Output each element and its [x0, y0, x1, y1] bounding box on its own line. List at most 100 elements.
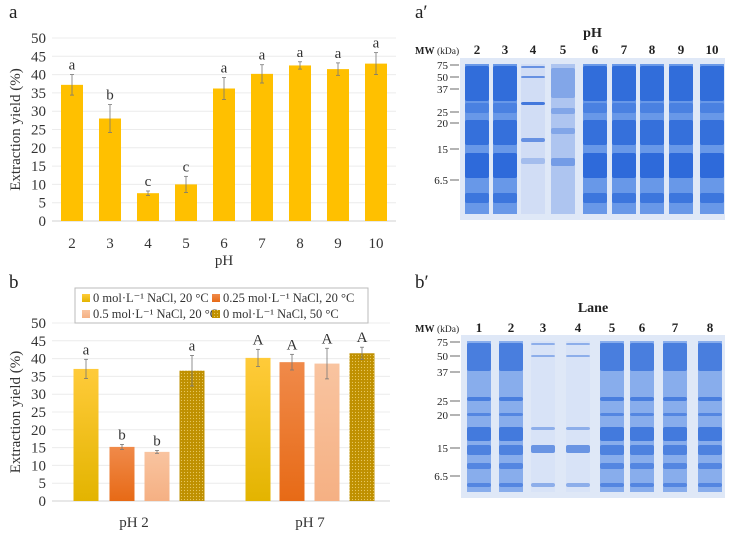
x-tick-label: 5	[182, 236, 190, 252]
lane-label: 4	[575, 320, 582, 335]
significance-letter: a	[189, 338, 196, 354]
y-tick-label: 10	[31, 177, 46, 193]
gel-band	[630, 427, 654, 441]
gel-band	[521, 102, 545, 105]
gel-band	[630, 397, 654, 401]
mw-marker-label: 25	[437, 107, 449, 119]
gel-band	[499, 427, 523, 441]
lane-label: 3	[540, 320, 547, 335]
gel-band	[630, 483, 654, 487]
gel-band	[521, 158, 545, 164]
y-tick-label: 5	[39, 476, 47, 492]
gel-band	[700, 193, 724, 203]
gel-lane	[551, 64, 575, 214]
gel-band	[493, 103, 517, 113]
gel-band	[698, 445, 722, 455]
legend-label: 0 mol·L⁻¹ NaCl, 50 °C	[223, 307, 339, 321]
lane-label: 6	[592, 42, 599, 57]
y-tick-label: 25	[31, 123, 46, 139]
significance-letter: b	[106, 88, 114, 104]
bar	[314, 363, 340, 501]
legend-label: 0 mol·L⁻¹ NaCl, 20 °C	[93, 291, 209, 305]
gel-band	[531, 355, 555, 357]
y-tick-label: 40	[31, 68, 46, 84]
x-tick-label: pH 7	[295, 515, 325, 531]
gel-band	[583, 193, 607, 203]
lane-label: 4	[530, 42, 537, 57]
gel-band	[499, 397, 523, 401]
mw-marker-label: 50	[437, 72, 449, 84]
y-tick-label: 50	[31, 316, 46, 332]
x-axis-label: pH	[215, 253, 234, 269]
bar	[213, 88, 235, 222]
mw-marker-label: 37	[437, 367, 449, 379]
gel-band	[612, 193, 636, 203]
mw-marker-label: 37	[437, 84, 449, 96]
gel-band	[630, 413, 654, 416]
bar	[99, 118, 121, 221]
significance-letter: A	[322, 331, 333, 347]
lane-label: 7	[672, 320, 679, 335]
gel-band	[600, 397, 624, 401]
y-tick-label: 30	[31, 104, 46, 120]
x-tick-label: pH 2	[119, 515, 149, 531]
gel-band	[566, 483, 590, 487]
gel-band	[640, 66, 664, 101]
gel-band	[551, 158, 575, 166]
gel-band	[698, 483, 722, 487]
gel-band	[566, 343, 590, 345]
bar	[327, 69, 349, 221]
gel-band	[698, 343, 722, 371]
bar	[251, 73, 273, 221]
x-tick-label: 9	[334, 236, 342, 252]
gel-band	[465, 153, 489, 178]
gel-band	[583, 153, 607, 178]
mw-marker-label: 75	[437, 337, 449, 349]
gel-band	[499, 483, 523, 487]
significance-letter: A	[357, 330, 368, 346]
gel-band	[663, 483, 687, 487]
gel-band	[467, 427, 491, 441]
significance-letter: a	[335, 46, 342, 62]
gel-band	[521, 138, 545, 142]
legend-swatch	[82, 310, 90, 318]
bar	[279, 362, 305, 501]
y-tick-label: 5	[39, 196, 47, 212]
gel-band	[698, 427, 722, 441]
gel-band	[698, 397, 722, 401]
lane-label: 8	[649, 42, 656, 57]
gel-band	[600, 427, 624, 441]
bar	[349, 353, 375, 501]
gel-band	[465, 103, 489, 113]
gel-band	[700, 103, 724, 113]
gel-band	[551, 108, 575, 114]
lane-label: 3	[502, 42, 509, 57]
x-tick-label: 10	[369, 236, 384, 252]
gel-band	[630, 343, 654, 371]
mw-marker-label: 6.5	[434, 471, 448, 483]
gel-band	[663, 427, 687, 441]
lane-label: 8	[707, 320, 714, 335]
gel-band	[663, 413, 687, 416]
legend-box	[74, 287, 369, 324]
gel-band	[467, 463, 491, 469]
gel-band	[700, 153, 724, 178]
gel-band	[531, 445, 555, 453]
significance-letter: a	[83, 342, 90, 358]
x-tick-label: 4	[144, 236, 152, 252]
gel-band	[467, 413, 491, 416]
mw-unit: (kDa)	[437, 46, 459, 57]
y-tick-label: 45	[31, 49, 46, 65]
gel-band	[612, 153, 636, 178]
gel-band	[669, 153, 693, 178]
gel-band	[630, 463, 654, 469]
gel-band	[465, 193, 489, 203]
significance-letter: b	[118, 427, 126, 443]
lane-label: 7	[621, 42, 628, 57]
gel-band	[521, 76, 545, 78]
gel-band	[465, 120, 489, 145]
significance-letter: a	[259, 48, 266, 64]
gel-band	[583, 120, 607, 145]
